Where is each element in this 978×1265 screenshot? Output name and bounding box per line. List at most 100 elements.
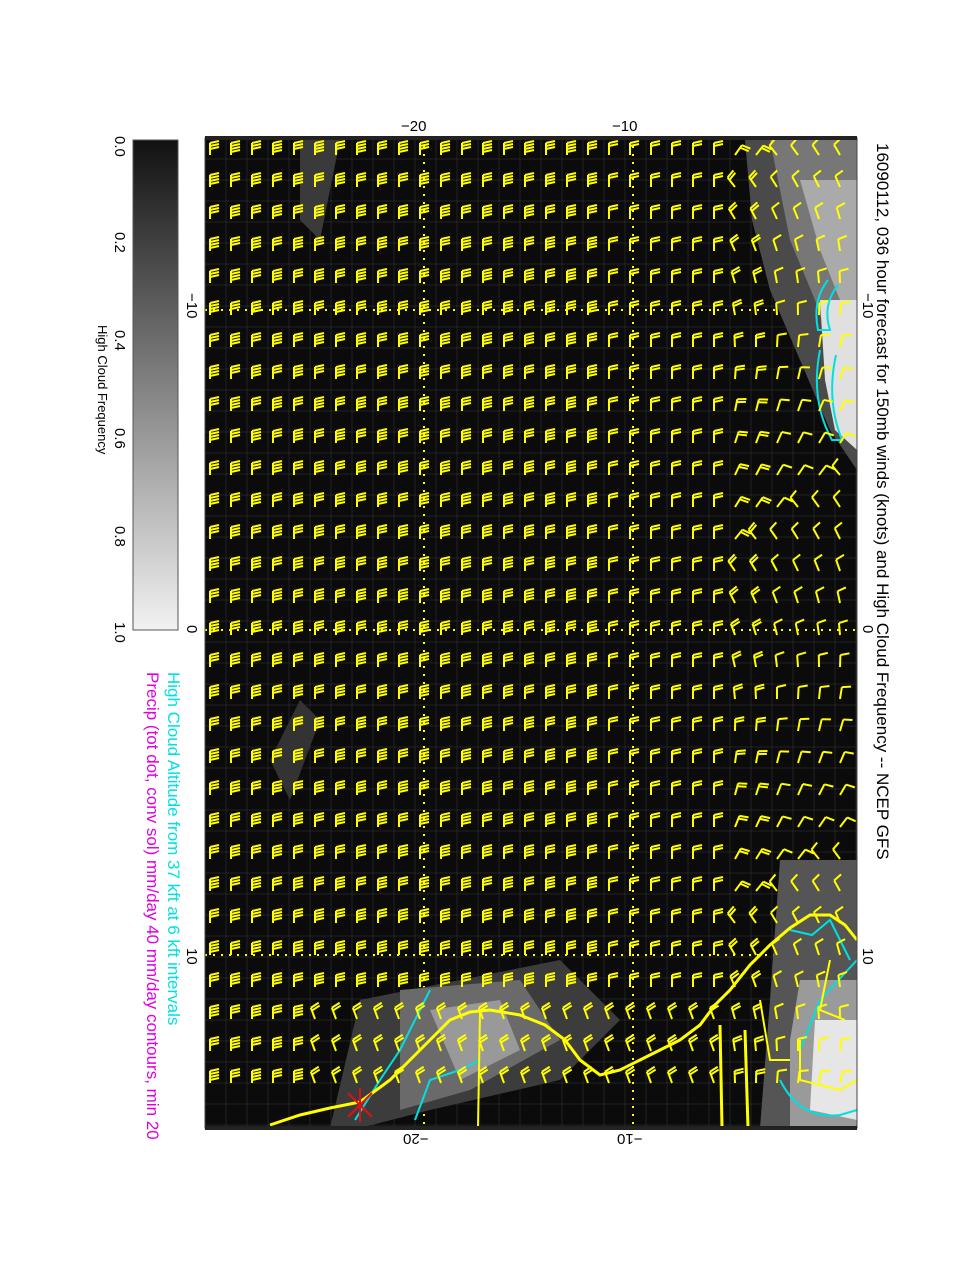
wind-barb (398, 364, 409, 379)
wind-barb (419, 204, 430, 219)
wind-barb (839, 300, 851, 316)
wind-barb (209, 332, 220, 347)
wind-barb (629, 428, 640, 443)
wind-barb (545, 204, 556, 219)
wind-barb (650, 364, 661, 379)
wind-barb (791, 169, 800, 188)
wind-barb (566, 396, 577, 411)
wind-barb (293, 236, 304, 251)
wind-barb (251, 140, 262, 155)
wind-barb (461, 268, 472, 283)
wind-barb (377, 268, 388, 283)
wind-barb (503, 172, 514, 187)
wind-barb (209, 428, 220, 443)
wind-barb (795, 266, 806, 284)
wind-barb (834, 169, 844, 188)
wind-barb (793, 234, 804, 252)
wind-barb (692, 268, 703, 283)
wind-barb (608, 140, 619, 155)
wind-barb (293, 172, 304, 187)
wind-barb (314, 396, 325, 411)
wind-barb (482, 172, 493, 187)
wind-barb (797, 398, 812, 412)
wind-barb (482, 268, 493, 283)
wind-barb (545, 140, 556, 155)
wind-barb (230, 268, 241, 283)
wind-barb (251, 332, 262, 347)
wind-barb (816, 267, 828, 284)
wind-barb (440, 300, 451, 315)
wind-barb (692, 300, 703, 315)
contour-line (789, 918, 851, 961)
wind-barb (650, 300, 661, 315)
wind-barb (608, 172, 619, 187)
wind-barb (545, 172, 556, 187)
wind-barb (335, 396, 346, 411)
wind-barb (314, 268, 325, 283)
wind-barb (419, 428, 430, 443)
wind-barb (377, 204, 388, 219)
wind-barb (629, 396, 640, 411)
wind-barb (629, 268, 640, 283)
wind-barb (713, 332, 724, 347)
wind-barb (251, 396, 262, 411)
wind-barb (524, 204, 535, 219)
top-axis-bar (205, 136, 857, 140)
wind-barb (440, 396, 451, 411)
wind-barb (650, 332, 661, 347)
wind-barb (377, 428, 388, 443)
wind-barb (209, 396, 220, 411)
wind-barb (482, 364, 493, 379)
wind-barb (566, 428, 577, 443)
wind-barb (272, 428, 283, 443)
wind-barb (671, 236, 682, 251)
wind-barb (356, 140, 367, 155)
wind-barb (272, 396, 283, 411)
wind-barb (713, 428, 724, 443)
cloud-area (300, 140, 340, 240)
wind-barb (629, 364, 640, 379)
wind-barb (230, 364, 241, 379)
wind-barb (461, 364, 472, 379)
wind-barb (314, 172, 325, 187)
wind-barb (837, 234, 848, 252)
wind-barb (608, 396, 619, 411)
coastline-segment (818, 959, 846, 1021)
wind-barb (440, 204, 451, 219)
wind-barb (293, 268, 304, 283)
coastline-segment (477, 1011, 481, 1129)
wind-barb (524, 364, 535, 379)
wind-barb (503, 428, 514, 443)
wind-barb (377, 172, 388, 187)
wind-barb (629, 300, 640, 315)
wind-barb (356, 300, 367, 315)
wind-barb (752, 266, 763, 284)
wind-barb (230, 428, 241, 443)
wind-barb (524, 396, 535, 411)
wind-barb (818, 366, 832, 380)
wind-barb (230, 460, 241, 475)
wind-barb (251, 236, 262, 251)
wind-barb (545, 428, 556, 443)
wind-barb (671, 396, 682, 411)
wind-barb (209, 268, 220, 283)
wind-barb (503, 364, 514, 379)
wind-barb (629, 204, 640, 219)
wind-barb (755, 365, 767, 380)
wind-barb (815, 234, 826, 252)
wind-barb (755, 398, 769, 412)
wind-barb (251, 300, 262, 315)
wind-barb (566, 236, 577, 251)
wind-barb (377, 460, 388, 475)
wind-barb (671, 140, 682, 155)
wind-barb (713, 140, 724, 155)
colorbar-tick-label: 1.0 (111, 622, 128, 643)
wind-barb (713, 236, 724, 251)
wind-barb (792, 201, 802, 220)
wind-barb (608, 204, 619, 219)
wind-barb (251, 204, 262, 219)
wind-barb (713, 172, 724, 187)
wind-barb (419, 332, 430, 347)
wind-barb (335, 300, 346, 315)
wind-barb (748, 169, 758, 188)
